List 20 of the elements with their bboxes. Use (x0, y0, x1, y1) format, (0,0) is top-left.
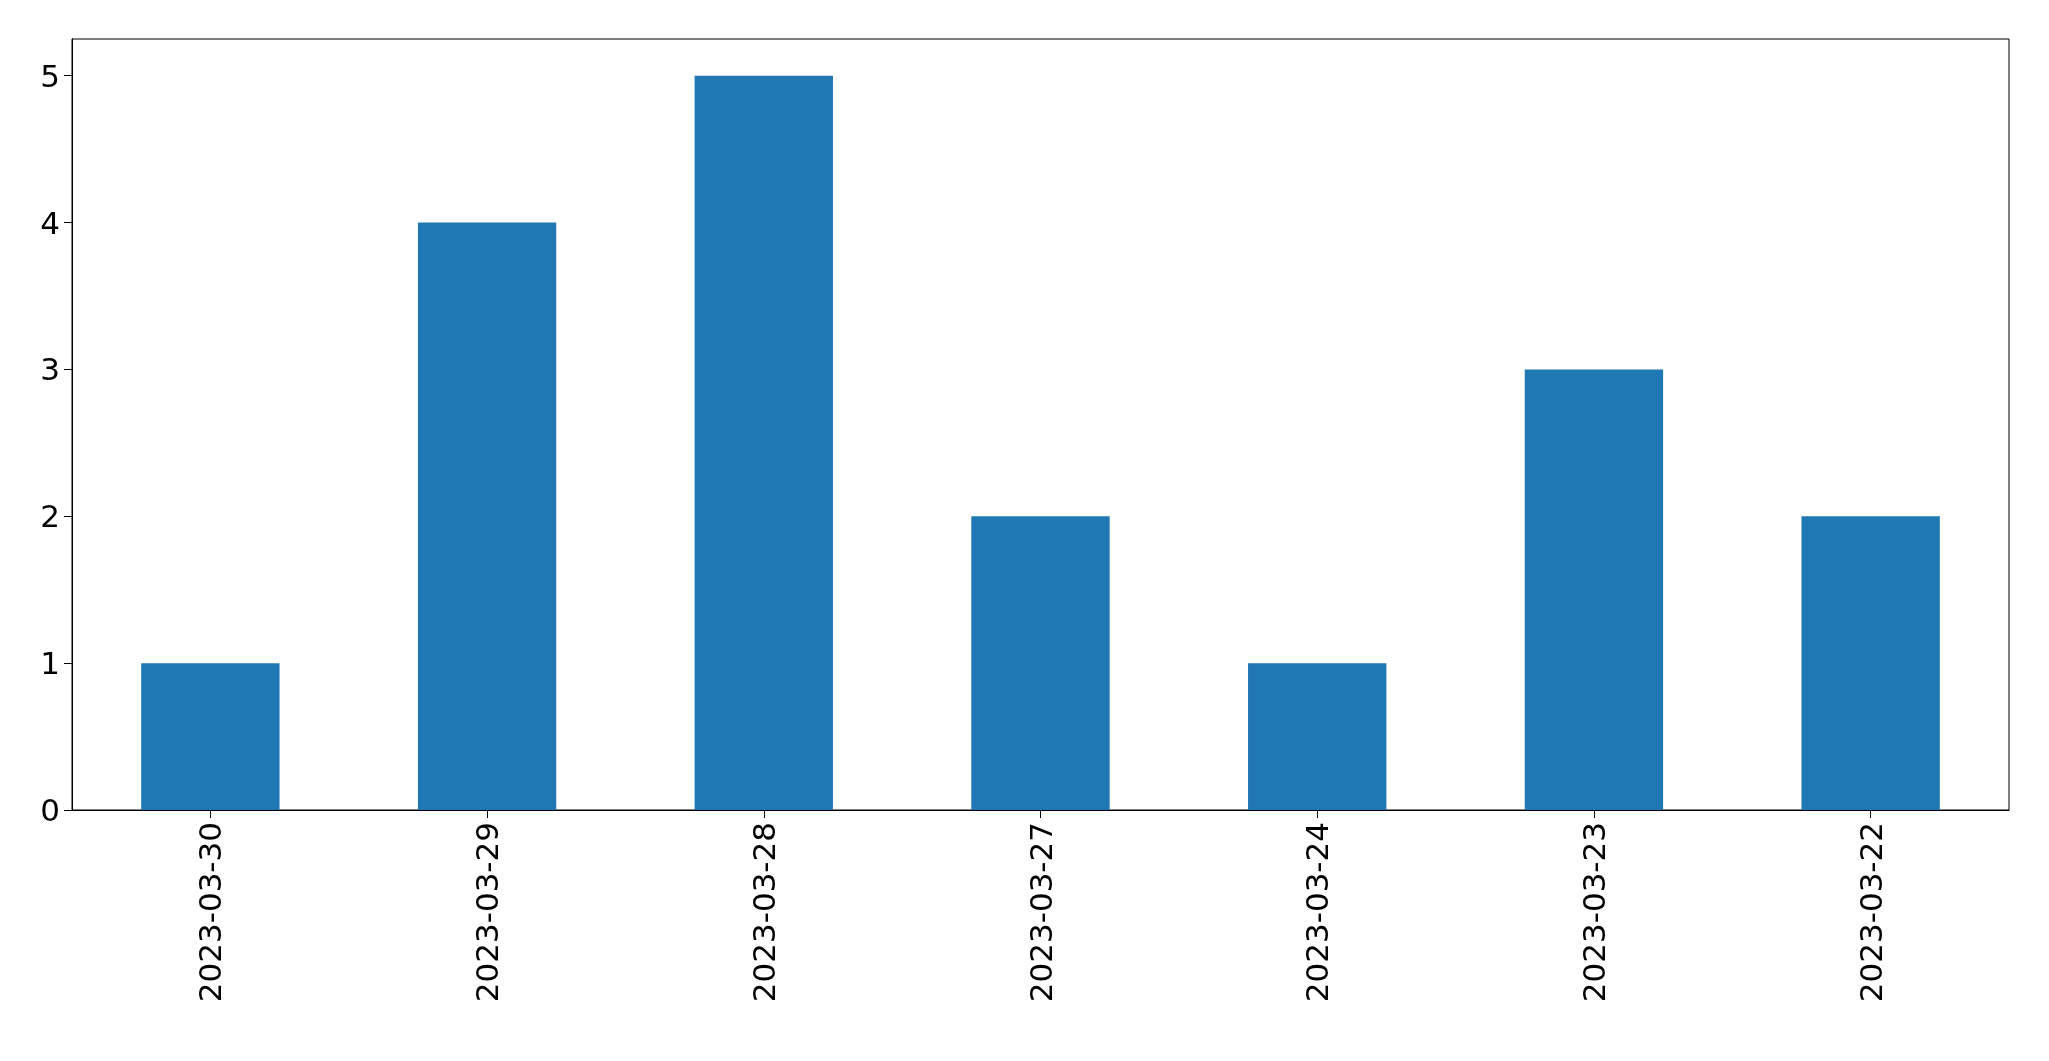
bar (1248, 663, 1387, 810)
bar (971, 516, 1110, 810)
y-tick-label: 1 (40, 645, 60, 682)
y-tick-label: 4 (40, 204, 60, 241)
x-tick-label: 2023-03-29 (469, 822, 506, 1003)
bar (694, 75, 833, 810)
bar (1524, 369, 1664, 810)
y-tick-label: 5 (40, 57, 60, 94)
y-tick-label: 3 (40, 351, 60, 388)
x-tick-label: 2023-03-24 (1299, 822, 1336, 1003)
y-tick-label: 2 (40, 498, 60, 535)
y-tick-label: 0 (40, 792, 60, 828)
x-tick-label: 2023-03-30 (192, 822, 229, 1003)
x-tick-label: 2023-03-23 (1575, 822, 1612, 1003)
x-tick-label: 2023-03-22 (1852, 822, 1889, 1003)
bar (1801, 516, 1940, 810)
bar (141, 663, 280, 810)
x-tick-label: 2023-03-28 (745, 822, 782, 1003)
bar (417, 222, 557, 810)
x-tick-label: 2023-03-27 (1022, 822, 1059, 1003)
